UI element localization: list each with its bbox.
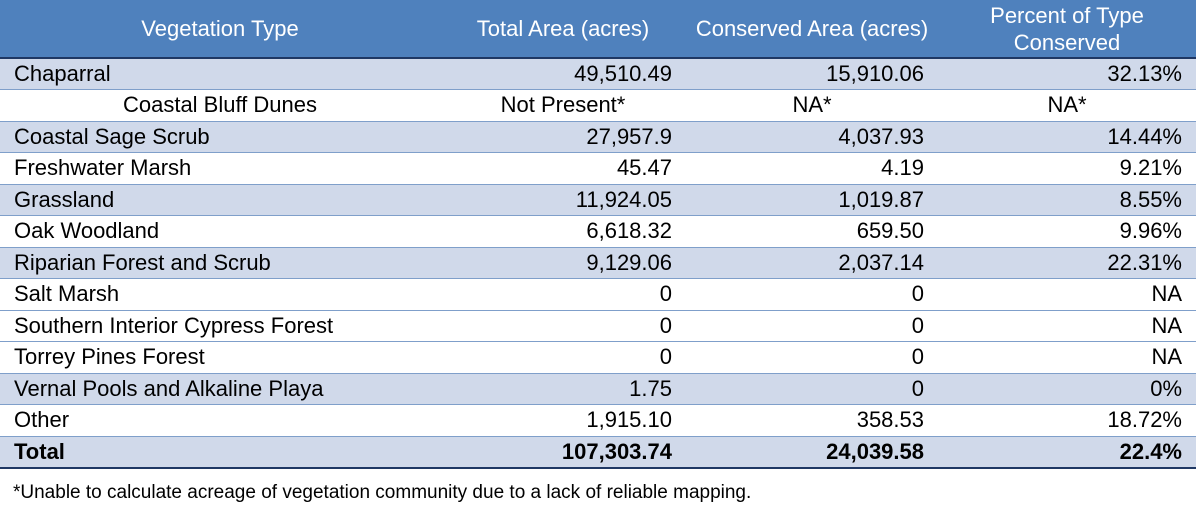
cell-total-area: 0 <box>440 310 686 342</box>
cell-conserved-area: 1,019.87 <box>686 184 938 216</box>
cell-vegetation-type: Vernal Pools and Alkaline Playa <box>0 373 440 405</box>
cell-conserved-area: 0 <box>686 373 938 405</box>
cell-vegetation-type: Salt Marsh <box>0 278 440 311</box>
cell-total-area: 0 <box>440 278 686 311</box>
cell-vegetation-type: Freshwater Marsh <box>0 152 440 185</box>
table-row: Coastal Sage Scrub 27,957.9 4,037.93 14.… <box>0 121 1196 153</box>
table-row: Southern Interior Cypress Forest 0 0 NA <box>0 310 1196 342</box>
cell-total-area: 1,915.10 <box>440 404 686 437</box>
cell-total-area: 0 <box>440 341 686 374</box>
cell-percent-conserved: 8.55% <box>938 184 1196 216</box>
cell-percent-conserved: NA* <box>938 89 1196 122</box>
cell-total-area: 45.47 <box>440 152 686 185</box>
header-total-area: Total Area (acres) <box>440 0 686 59</box>
cell-percent-conserved: 22.31% <box>938 247 1196 279</box>
cell-percent-conserved: 9.96% <box>938 215 1196 248</box>
cell-conserved-area: 4,037.93 <box>686 121 938 153</box>
cell-conserved-area-sum: 24,039.58 <box>686 436 938 469</box>
header-percent-conserved: Percent of Type Conserved <box>938 0 1196 59</box>
cell-total-area: Not Present* <box>440 89 686 122</box>
cell-percent-conserved: 0% <box>938 373 1196 405</box>
cell-conserved-area: 15,910.06 <box>686 58 938 90</box>
table-row: Oak Woodland 6,618.32 659.50 9.96% <box>0 215 1196 248</box>
cell-vegetation-type: Other <box>0 404 440 437</box>
table-row: Vernal Pools and Alkaline Playa 1.75 0 0… <box>0 373 1196 405</box>
cell-conserved-area: 0 <box>686 278 938 311</box>
cell-conserved-area: NA* <box>686 89 938 122</box>
table-row: Other 1,915.10 358.53 18.72% <box>0 404 1196 437</box>
cell-conserved-area: 659.50 <box>686 215 938 248</box>
table-row: Torrey Pines Forest 0 0 NA <box>0 341 1196 374</box>
cell-vegetation-type: Southern Interior Cypress Forest <box>0 310 440 342</box>
table-footnote: *Unable to calculate acreage of vegetati… <box>13 482 752 503</box>
cell-percent-conserved: NA <box>938 341 1196 374</box>
cell-percent-conserved: 14.44% <box>938 121 1196 153</box>
cell-total-area: 27,957.9 <box>440 121 686 153</box>
table-row: Coastal Bluff Dunes Not Present* NA* NA* <box>0 89 1196 122</box>
cell-vegetation-type: Chaparral <box>0 58 440 90</box>
table-body: Chaparral 49,510.49 15,910.06 32.13% Coa… <box>0 58 1196 469</box>
cell-total-label: Total <box>0 436 440 469</box>
cell-total-area: 1.75 <box>440 373 686 405</box>
vegetation-conservation-table: Vegetation Type Total Area (acres) Conse… <box>0 0 1196 469</box>
cell-vegetation-type: Coastal Bluff Dunes <box>0 89 440 122</box>
cell-conserved-area: 4.19 <box>686 152 938 185</box>
table-row: Freshwater Marsh 45.47 4.19 9.21% <box>0 152 1196 185</box>
cell-conserved-area: 2,037.14 <box>686 247 938 279</box>
total-row: Total 107,303.74 24,039.58 22.4% <box>0 436 1196 469</box>
cell-total-area: 49,510.49 <box>440 58 686 90</box>
header-conserved-area: Conserved Area (acres) <box>686 0 938 59</box>
cell-percent-conserved: NA <box>938 278 1196 311</box>
cell-total-area: 6,618.32 <box>440 215 686 248</box>
cell-percent-conserved: 32.13% <box>938 58 1196 90</box>
cell-total-area: 9,129.06 <box>440 247 686 279</box>
table-row: Grassland 11,924.05 1,019.87 8.55% <box>0 184 1196 216</box>
cell-vegetation-type: Oak Woodland <box>0 215 440 248</box>
cell-vegetation-type: Coastal Sage Scrub <box>0 121 440 153</box>
cell-percent-conserved: 18.72% <box>938 404 1196 437</box>
cell-conserved-area: 358.53 <box>686 404 938 437</box>
table-row: Salt Marsh 0 0 NA <box>0 278 1196 311</box>
table-row: Riparian Forest and Scrub 9,129.06 2,037… <box>0 247 1196 279</box>
header-row: Vegetation Type Total Area (acres) Conse… <box>0 0 1196 59</box>
cell-percent-conserved-total: 22.4% <box>938 436 1196 469</box>
cell-conserved-area: 0 <box>686 310 938 342</box>
cell-percent-conserved: 9.21% <box>938 152 1196 185</box>
table-header: Vegetation Type Total Area (acres) Conse… <box>0 0 1196 59</box>
cell-conserved-area: 0 <box>686 341 938 374</box>
cell-vegetation-type: Grassland <box>0 184 440 216</box>
cell-percent-conserved: NA <box>938 310 1196 342</box>
cell-vegetation-type: Riparian Forest and Scrub <box>0 247 440 279</box>
header-vegetation-type: Vegetation Type <box>0 0 440 59</box>
cell-total-area-sum: 107,303.74 <box>440 436 686 469</box>
cell-total-area: 11,924.05 <box>440 184 686 216</box>
cell-vegetation-type: Torrey Pines Forest <box>0 341 440 374</box>
table-row: Chaparral 49,510.49 15,910.06 32.13% <box>0 58 1196 90</box>
